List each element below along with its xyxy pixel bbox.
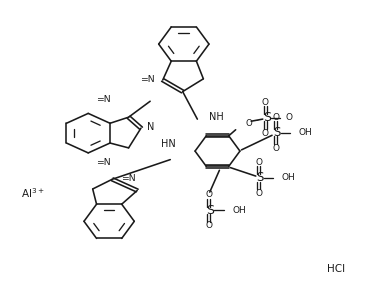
Text: O: O [255,158,262,167]
Text: OH: OH [233,206,247,215]
Text: Al$^{3+}$: Al$^{3+}$ [21,186,45,200]
Text: O: O [286,113,293,122]
Text: S: S [256,171,264,185]
Text: O: O [255,189,262,198]
Text: O: O [205,190,212,199]
Text: S: S [263,111,271,124]
Text: =N: =N [96,95,110,104]
Text: NH: NH [209,112,224,122]
Text: HCl: HCl [327,264,345,274]
Text: S: S [206,204,214,217]
Text: =N: =N [121,174,135,183]
Text: O$^-$: O$^-$ [245,117,260,128]
Text: OH: OH [299,128,313,137]
Text: S: S [273,126,281,139]
Text: O: O [262,129,269,138]
Text: =N: =N [96,158,110,167]
Text: =N: =N [140,74,154,84]
Text: HN: HN [161,140,176,149]
Text: N: N [147,122,154,132]
Text: OH: OH [282,173,296,182]
Text: O: O [262,98,269,107]
Text: O: O [272,144,279,153]
Text: O: O [205,221,212,230]
Text: O: O [272,113,279,122]
